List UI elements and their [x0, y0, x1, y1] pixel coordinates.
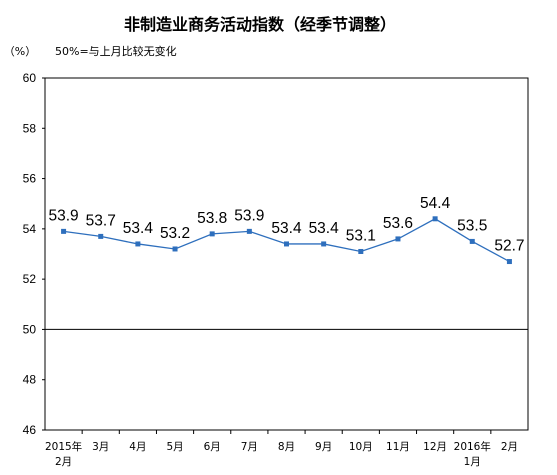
- x-tick-label: 9月: [315, 441, 332, 453]
- data-point: [172, 246, 178, 252]
- data-label: 52.7: [494, 238, 524, 255]
- data-label: 53.4: [123, 220, 154, 237]
- data-point: [98, 233, 104, 239]
- data-point: [469, 238, 475, 244]
- y-tick-label: 50: [23, 322, 37, 336]
- y-tick-label: 60: [23, 71, 37, 85]
- data-point: [135, 241, 141, 247]
- plot-area: [44, 77, 529, 431]
- series-points: [61, 216, 512, 265]
- data-label: 53.6: [383, 215, 413, 232]
- x-tick-label: 2月: [501, 441, 518, 453]
- data-label: 53.9: [234, 207, 264, 224]
- x-axis-ticks: 2015年 2月 3月 4月 5月 6月 7月 8月 9月 10月 11月 12月 2016年 1月 2月: [45, 430, 518, 468]
- x-tick-label: 7月: [241, 441, 258, 453]
- x-tick-label: 10月: [349, 441, 373, 453]
- x-tick-label: 2015年 2月: [45, 440, 82, 468]
- data-point: [284, 241, 289, 247]
- y-tick-label: 56: [23, 172, 37, 186]
- data-point: [506, 259, 512, 265]
- chart-title: 非制造业商务活动指数（经季节调整）: [124, 15, 396, 34]
- x-tick-label: 12月: [423, 441, 447, 453]
- data-label: 53.2: [160, 225, 190, 242]
- data-label: 54.4: [420, 195, 451, 212]
- y-axis-ticks: 46 48 50 52 54 56 58 60: [23, 71, 45, 437]
- data-label: 53.7: [86, 212, 116, 229]
- y-axis-unit: （%）: [4, 45, 36, 58]
- data-point: [209, 231, 215, 237]
- data-point: [321, 241, 327, 247]
- data-label: 53.1: [346, 227, 376, 244]
- data-point: [395, 236, 401, 242]
- x-tick-label: 11月: [386, 441, 410, 453]
- data-point: [432, 216, 438, 222]
- data-label: 53.9: [48, 207, 78, 224]
- data-labels: 53.9 53.7 53.4 53.2 53.8 53.9 53.4 53.4 53.1 53.6…: [48, 195, 524, 255]
- data-point: [246, 228, 252, 234]
- y-tick-label: 58: [23, 121, 37, 135]
- x-tick-label: 3月: [92, 441, 109, 453]
- data-label: 53.4: [271, 220, 302, 237]
- y-tick-label: 54: [23, 222, 37, 236]
- y-tick-label: 48: [23, 373, 37, 387]
- x-tick-label: 8月: [278, 441, 295, 453]
- data-label: 53.8: [197, 210, 227, 227]
- y-tick-label: 52: [23, 272, 37, 286]
- x-tick-label: 4月: [129, 441, 146, 453]
- y-tick-label: 46: [23, 423, 37, 437]
- data-point: [61, 228, 67, 234]
- data-label: 53.4: [309, 220, 340, 237]
- data-point: [358, 248, 364, 254]
- reference-note: 50%=与上月比较无变化: [55, 44, 177, 58]
- x-tick-label: 6月: [204, 441, 221, 453]
- x-tick-label: 5月: [166, 441, 183, 453]
- x-tick-label: 2016年 1月: [454, 440, 491, 468]
- data-label: 53.5: [457, 217, 487, 234]
